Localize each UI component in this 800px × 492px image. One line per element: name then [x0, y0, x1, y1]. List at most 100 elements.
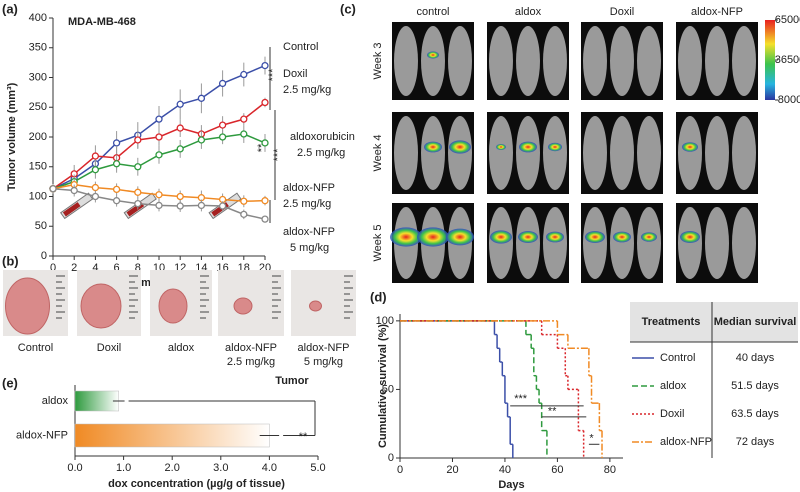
row-label: Week 5 — [372, 224, 384, 261]
data-point — [91, 152, 100, 160]
table-header-bg — [630, 302, 798, 342]
data-point — [176, 100, 184, 108]
y-axis-label: Cumulative survival (%) — [377, 324, 389, 448]
mouse — [394, 116, 418, 190]
signal — [682, 142, 698, 152]
mouse — [678, 116, 702, 190]
photo-label: aldox-NFP — [225, 342, 277, 354]
data-point — [70, 186, 78, 195]
y-tick-label: 250 — [29, 101, 47, 113]
tumor — [5, 277, 50, 335]
signal — [680, 231, 700, 243]
x-tick-label: 4 — [92, 262, 98, 274]
y-tick-label: 50 — [35, 220, 47, 232]
x-tick-label: 40 — [499, 464, 511, 476]
y-tick-label: 200 — [29, 131, 47, 143]
x-tick-label: 0.0 — [67, 462, 82, 474]
data-point — [261, 197, 269, 205]
data-point — [240, 210, 248, 219]
x-tick-label: 1.0 — [116, 462, 131, 474]
syringe-fluid — [62, 202, 81, 217]
signal — [424, 141, 442, 153]
signal — [449, 140, 471, 154]
tumor — [309, 300, 322, 312]
signal — [417, 227, 449, 247]
data-point — [176, 124, 184, 132]
x-tick-label: 6 — [114, 262, 120, 274]
signal — [548, 142, 562, 152]
y-tick-label: 0 — [388, 452, 394, 464]
data-point — [218, 133, 227, 141]
significance: ** — [256, 143, 268, 152]
data-point — [155, 201, 163, 210]
tumor — [158, 288, 188, 324]
data-point — [240, 130, 248, 138]
mouse — [705, 207, 729, 279]
mouse — [489, 116, 513, 190]
mouse — [705, 116, 729, 190]
x-tick-label: 4.0 — [262, 462, 277, 474]
column-label: aldox-NFP — [691, 6, 743, 18]
mouse — [516, 26, 540, 96]
x-tick-label: 3.0 — [213, 462, 228, 474]
bar — [74, 390, 119, 412]
x-tick-label: 0 — [50, 262, 56, 274]
tumor — [80, 283, 122, 329]
legend-label: aldoxorubicin — [290, 131, 355, 143]
significance: * — [589, 433, 594, 445]
mouse — [637, 116, 661, 190]
table-header: Treatments — [642, 316, 701, 328]
data-point — [134, 188, 142, 196]
legend-label: aldox-NFP — [660, 436, 712, 448]
table-cell: 63.5 days — [731, 408, 779, 420]
y-tick-label: 100 — [29, 190, 47, 202]
data-point — [112, 197, 121, 205]
x-axis-label: Days — [498, 479, 524, 491]
data-point — [176, 192, 184, 201]
y-tick-label: 350 — [29, 42, 47, 54]
data-point — [240, 70, 248, 79]
y-axis-label: Tumor volume (mm³) — [6, 82, 18, 191]
signal — [496, 144, 506, 150]
mouse — [637, 207, 661, 279]
photo-label: aldox-NFP — [298, 342, 350, 354]
panel-label: (c) — [340, 1, 356, 16]
mouse — [732, 207, 756, 279]
legend-dose: 2.5 mg/kg — [297, 147, 345, 159]
legend-label: aldox-NFP — [283, 226, 335, 238]
x-tick-label: 60 — [551, 464, 563, 476]
bar — [74, 423, 270, 448]
data-point — [176, 145, 184, 153]
mouse — [705, 26, 729, 96]
signal — [446, 228, 474, 246]
mouse — [421, 26, 445, 96]
data-point — [197, 94, 206, 102]
table-cell: 72 days — [736, 436, 775, 448]
signal — [518, 231, 538, 243]
data-point — [155, 115, 163, 123]
data-point — [134, 199, 142, 208]
x-tick-label: 20 — [446, 464, 458, 476]
mouse — [448, 26, 472, 96]
x-tick-label: 5.0 — [310, 462, 325, 474]
data-point — [134, 163, 142, 171]
table-cell: 51.5 days — [731, 380, 779, 392]
significance: *** — [272, 148, 284, 162]
signal — [546, 231, 564, 243]
y-tick-label: 50 — [382, 383, 394, 395]
mouse — [678, 26, 702, 96]
colorbar-label: 8000 — [778, 94, 800, 106]
row-label: Week 4 — [372, 134, 384, 171]
legend-label: Control — [283, 41, 318, 53]
legend-label: aldox — [660, 380, 687, 392]
signal — [519, 141, 537, 153]
mouse — [394, 26, 418, 96]
column-label: Doxil — [610, 6, 634, 18]
mouse — [421, 116, 445, 190]
photo-dose: 5 mg/kg — [304, 356, 343, 368]
panel-label: (b) — [2, 253, 19, 268]
mouse — [543, 26, 567, 96]
significance: ** — [299, 431, 308, 443]
y-tick-label: aldox-NFP — [16, 429, 68, 441]
panel-label: (a) — [2, 1, 18, 16]
